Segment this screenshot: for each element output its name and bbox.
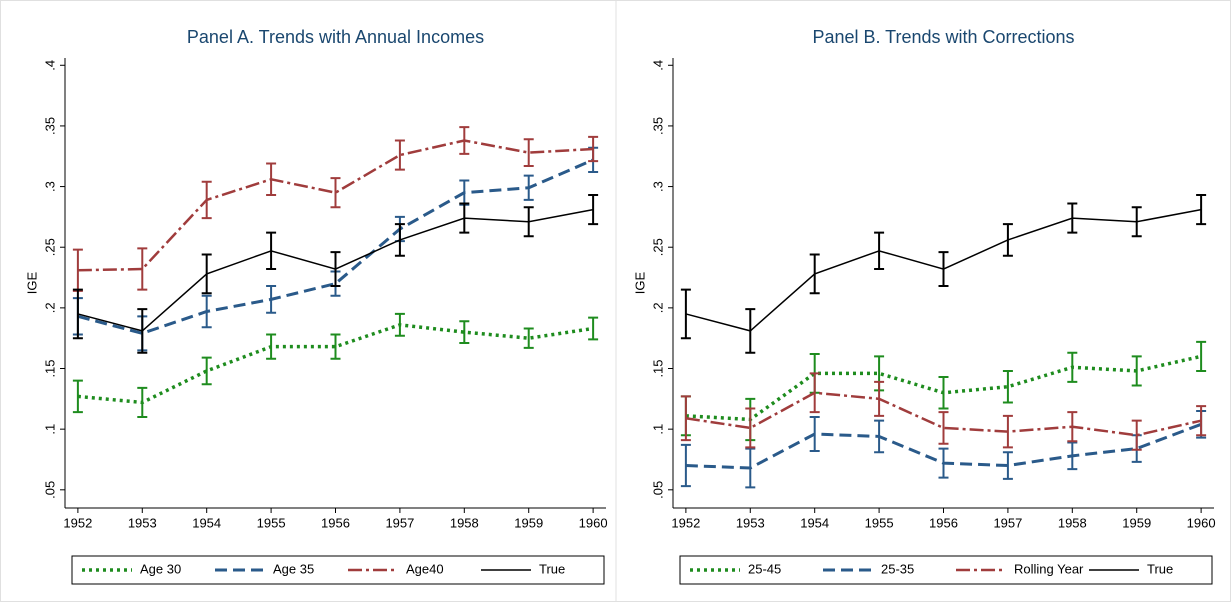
y-tick-label: .1 — [650, 424, 665, 435]
x-tick-label: 1953 — [128, 515, 157, 530]
chart-title: Panel B. Trends with Corrections — [812, 27, 1074, 47]
x-tick-label: 1952 — [671, 515, 700, 530]
error-bar — [1131, 419, 1142, 451]
error-bar — [330, 177, 341, 209]
x-tick-label: 1955 — [257, 515, 286, 530]
y-tick-label: .15 — [650, 359, 665, 377]
error-bar — [680, 395, 691, 442]
error-bar — [330, 333, 341, 360]
x-tick-label: 1960 — [1187, 515, 1216, 530]
error-bar — [201, 356, 212, 386]
legend-label: 25-35 — [881, 561, 914, 576]
x-tick-label: 1958 — [450, 515, 479, 530]
error-bar — [938, 411, 949, 445]
y-tick-label: .2 — [650, 302, 665, 313]
series-line — [77, 139, 594, 272]
legend-label: Age 35 — [273, 561, 314, 576]
y-tick-label: .4 — [650, 60, 665, 71]
y-tick-label: .3 — [42, 181, 57, 192]
error-bar — [523, 138, 534, 167]
x-tick-label: 1959 — [1122, 515, 1151, 530]
x-tick-label: 1953 — [736, 515, 765, 530]
error-bar — [1196, 194, 1207, 226]
error-bar — [1002, 369, 1013, 404]
y-tick-label: .15 — [42, 359, 57, 377]
x-tick-label: 1954 — [192, 515, 221, 530]
error-bar — [745, 407, 756, 449]
error-bar — [1196, 340, 1207, 372]
series-line — [685, 354, 1202, 422]
error-bar — [394, 139, 405, 171]
y-tick-label: .25 — [42, 238, 57, 256]
chart-title: Panel A. Trends with Annual Incomes — [187, 27, 484, 47]
legend-label: Age 30 — [140, 561, 181, 576]
series-line — [77, 208, 594, 332]
x-tick-label: 1959 — [514, 515, 543, 530]
x-tick-label: 1956 — [321, 515, 350, 530]
series-line — [685, 422, 1202, 470]
error-bar — [523, 327, 534, 349]
y-tick-label: .35 — [650, 117, 665, 135]
y-tick-label: .05 — [42, 481, 57, 499]
y-tick-label: .1 — [42, 424, 57, 435]
y-tick-label: .05 — [650, 481, 665, 499]
legend-label: Rolling Year — [1014, 561, 1084, 576]
y-tick-label: .25 — [650, 238, 665, 256]
legend-label: True — [539, 561, 565, 576]
x-tick-label: 1957 — [385, 515, 414, 530]
error-bar — [680, 443, 691, 488]
x-tick-label: 1956 — [929, 515, 958, 530]
error-bar — [137, 247, 148, 291]
legend-label: Age40 — [406, 561, 444, 576]
legend-label: True — [1147, 561, 1173, 576]
error-bar — [1196, 405, 1207, 437]
y-tick-label: .2 — [42, 302, 57, 313]
x-tick-label: 1960 — [579, 515, 608, 530]
x-tick-label: 1954 — [800, 515, 829, 530]
y-tick-label: .35 — [42, 117, 57, 135]
x-tick-label: 1957 — [993, 515, 1022, 530]
y-axis-label: IGE — [24, 271, 39, 294]
y-axis-label: IGE — [632, 271, 647, 294]
legend-label: 25-45 — [748, 561, 781, 576]
y-tick-label: .4 — [42, 60, 57, 71]
y-tick-label: .3 — [650, 181, 665, 192]
error-bar — [459, 320, 470, 345]
x-tick-label: 1958 — [1058, 515, 1087, 530]
x-tick-label: 1952 — [63, 515, 92, 530]
x-tick-label: 1955 — [865, 515, 894, 530]
series-line — [685, 208, 1202, 332]
